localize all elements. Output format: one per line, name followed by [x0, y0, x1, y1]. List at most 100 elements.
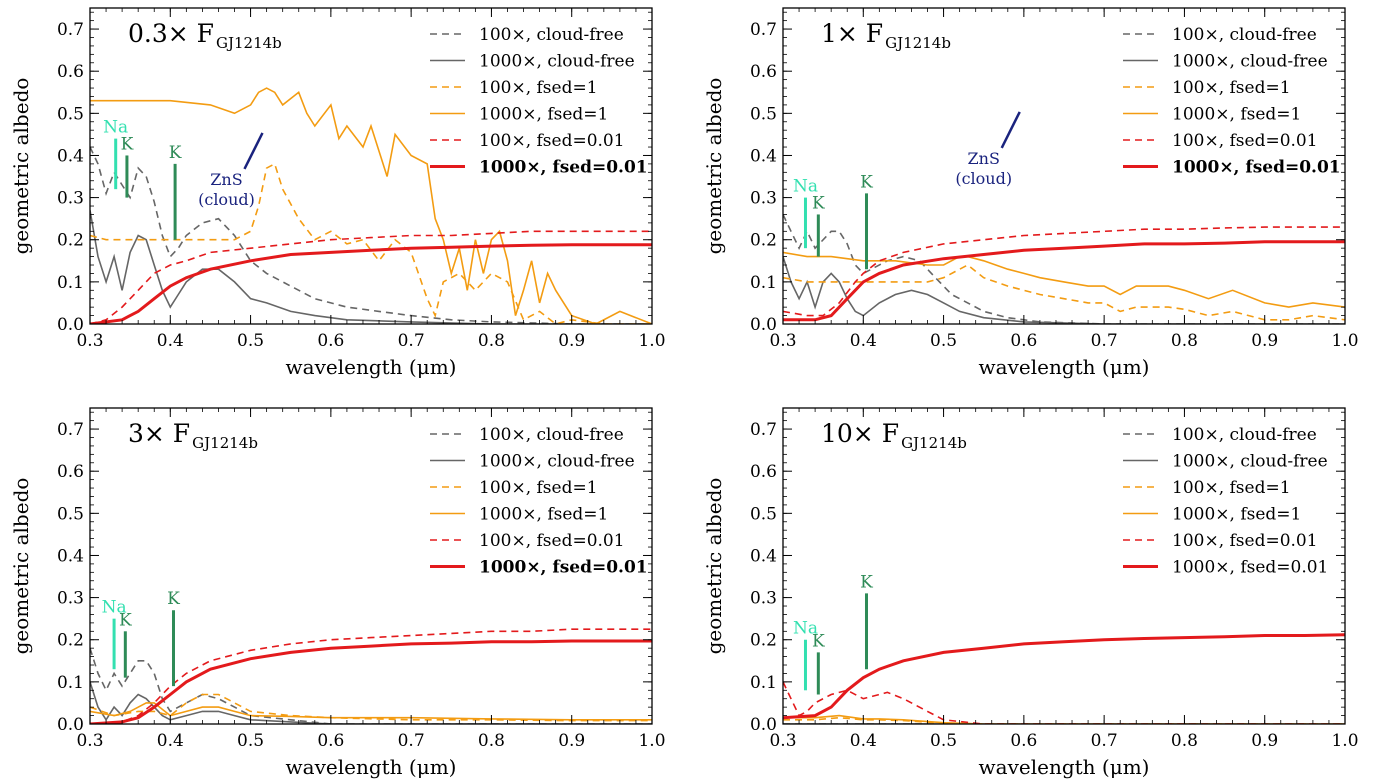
y-tick-label: 0.1 [750, 673, 777, 693]
legend-label: 100×, cloud-free [1172, 25, 1317, 45]
x-tick-label: 0.6 [1010, 331, 1037, 351]
series-line-3 [783, 264, 1345, 321]
legend-label: 1000×, cloud-free [479, 452, 635, 472]
x-tick-label: 0.9 [1251, 331, 1278, 351]
plot-frame [782, 7, 1346, 325]
x-tick-label: 0.3 [76, 331, 103, 351]
line-marker-label: Na [103, 118, 128, 138]
x-tick-label: 0.5 [930, 731, 957, 751]
chart-panel-4: 0.3 0.4 0.5 0.6 0.7 0.8 0.9 1.0 0.0 0.1 0.2 0.3 0.4 0… [702, 407, 1359, 779]
y-axis-label: geometric albedo [702, 478, 726, 655]
legend-label: 1000×, cloud-free [479, 52, 635, 72]
panel-label: 10× F [821, 419, 899, 448]
legend-label: 100×, fsed=1 [479, 478, 598, 498]
y-tick-label: 0.1 [750, 273, 777, 293]
series-line-6 [90, 639, 652, 724]
y-tick-label: 0.3 [750, 589, 777, 609]
y-tick-label: 0.6 [750, 62, 777, 82]
plot-frame [782, 407, 1346, 725]
y-axis-label: geometric albedo [9, 478, 33, 655]
cloud-label-note: (cloud) [198, 190, 255, 209]
series-line-4 [90, 87, 652, 324]
chart-panel-3: 0.3 0.4 0.5 0.6 0.7 0.8 0.9 1.0 0.0 0.1 0.2 0.3 0.4 0… [9, 407, 666, 779]
panel-label-subscript: GJ1214b [901, 434, 967, 452]
y-tick-label: 0.1 [57, 673, 84, 693]
x-tick-label: 0.4 [157, 731, 184, 751]
x-tick-label: 0.5 [237, 331, 264, 351]
y-tick-label: 0.0 [57, 715, 84, 735]
line-marker-label: K [121, 134, 134, 154]
cloud-label-species: ZnS [210, 170, 242, 189]
legend-label: 1000×, fsed=0.01 [1172, 158, 1341, 178]
x-tick-label: 0.3 [76, 731, 103, 751]
line-marker-label: K [860, 172, 873, 192]
series-group [90, 628, 652, 724]
line-marker-label: K [860, 572, 873, 592]
x-axis-label: wavelength (μm) [979, 355, 1150, 379]
x-tick-label: 0.9 [558, 331, 585, 351]
y-tick-label: 0.0 [57, 315, 84, 335]
series-line-6 [783, 633, 1345, 720]
y-tick-label: 0.0 [750, 715, 777, 735]
series-line-3 [90, 162, 652, 324]
cloud-label-note: (cloud) [955, 169, 1012, 188]
series-line-3 [90, 693, 652, 722]
plot-frame [89, 7, 653, 325]
x-tick-label: 0.8 [478, 331, 505, 351]
x-axis-label: wavelength (μm) [979, 755, 1150, 779]
line-marker-label: Na [793, 177, 818, 197]
line-marker-label: K [167, 589, 180, 609]
y-tick-label: 0.3 [57, 189, 84, 209]
series-line-6 [90, 243, 652, 324]
y-tick-label: 0.4 [57, 146, 84, 166]
y-tick-label: 0.5 [750, 504, 777, 524]
y-axis-label: geometric albedo [702, 78, 726, 255]
panel-label: 3× F [128, 419, 190, 448]
panel-label-subscript: GJ1214b [885, 34, 951, 52]
series-line-3 [783, 716, 1345, 724]
y-tick-label: 0.7 [750, 20, 777, 40]
legend-label: 1000×, fsed=0.01 [479, 158, 648, 178]
y-axis-label: geometric albedo [9, 78, 33, 255]
legend-label: 100×, fsed=0.01 [479, 531, 625, 551]
panel-label-subscript: GJ1214b [192, 434, 258, 452]
series-line-1 [90, 146, 652, 324]
y-tick-label: 0.5 [750, 104, 777, 124]
y-tick-label: 0.5 [57, 104, 84, 124]
line-marker-label: K [119, 610, 132, 630]
y-tick-label: 0.5 [57, 504, 84, 524]
y-tick-label: 0.6 [750, 462, 777, 482]
x-tick-label: 0.5 [237, 731, 264, 751]
chart-panel-2: 0.3 0.4 0.5 0.6 0.7 0.8 0.9 1.0 0.0 0.1 0.2 0.3 0.4 0… [702, 7, 1359, 379]
y-tick-label: 0.3 [57, 589, 84, 609]
legend-label: 1000×, fsed=1 [1172, 105, 1301, 125]
x-tick-label: 0.3 [769, 331, 796, 351]
series-line-4 [783, 251, 1345, 308]
legend-label: 1000×, fsed=1 [1172, 505, 1301, 525]
legend-label: 1000×, cloud-free [1172, 452, 1328, 472]
y-tick-label: 0.1 [57, 273, 84, 293]
x-tick-label: 0.8 [1171, 731, 1198, 751]
legend-label: 1000×, fsed=0.01 [1172, 558, 1328, 578]
panel-label: 1× F [821, 19, 883, 48]
line-marker-label: K [812, 631, 825, 651]
legend-label: 100×, fsed=0.01 [1172, 531, 1318, 551]
y-tick-label: 0.2 [750, 631, 777, 651]
legend-label: 1000×, cloud-free [1172, 52, 1328, 72]
x-tick-label: 0.6 [317, 731, 344, 751]
y-tick-label: 0.2 [57, 231, 84, 251]
y-tick-label: 0.3 [750, 189, 777, 209]
x-tick-label: 0.7 [1091, 331, 1118, 351]
legend-label: 100×, fsed=1 [1172, 78, 1291, 98]
x-axis-label: wavelength (μm) [286, 355, 457, 379]
y-tick-label: 0.4 [57, 546, 84, 566]
y-tick-label: 0.7 [57, 20, 84, 40]
x-tick-label: 0.9 [1251, 731, 1278, 751]
x-tick-label: 0.4 [850, 731, 877, 751]
x-axis-label: wavelength (μm) [286, 755, 457, 779]
line-marker-label: K [169, 143, 182, 163]
legend-label: 1000×, fsed=1 [479, 105, 608, 125]
y-tick-label: 0.2 [750, 231, 777, 251]
y-tick-label: 0.4 [750, 546, 777, 566]
series-line-5 [783, 681, 1345, 724]
